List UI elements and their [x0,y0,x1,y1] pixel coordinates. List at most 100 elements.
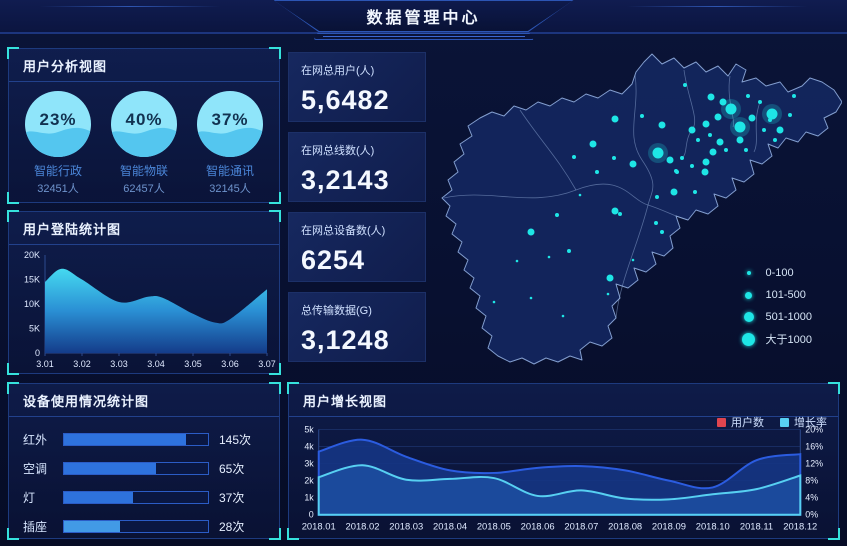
device-bar-value: 65次 [219,462,245,476]
map-data-dot [773,138,777,142]
map-data-dot [792,94,796,98]
stat-card-2: 在网总设备数(人) 6254 [288,212,426,282]
map-data-dot [693,190,697,194]
device-bar-list: 红外145次空调65次灯37次插座28次窗帘24次 [9,417,279,546]
growth-xtick: 2018.04 [433,521,467,532]
map-data-dot [707,93,715,101]
map-data-dot [709,148,717,156]
device-bar-row: 插座 28次 [23,518,263,535]
map-data-dot [658,121,666,129]
map-legend: 0-100 101-500 501-1000 大于1000 [740,262,813,350]
growth-xtick: 2018.07 [564,521,598,532]
gauge-1: 40% 智能物联 62457人 [103,88,185,196]
map-data-dot [589,140,597,148]
map-data-dot [595,170,599,174]
device-bar-label: 灯 [23,491,36,505]
gauge-2: 37% 智能通讯 32145人 [189,88,271,196]
growth-legend-item[interactable]: 增长率 [780,414,827,430]
growth-ytick-left: 2k [304,476,314,486]
map-legend-item: 0-100 [740,262,813,284]
header-bar: 数据管理中心 [0,0,847,34]
map-data-dot [776,126,784,134]
gauge-0: 23% 智能行政 32451人 [17,88,99,196]
map-data-dot [701,168,709,176]
map-data-dot [640,114,644,118]
stat-card-label: 在网总设备数(人) [301,225,386,237]
growth-ytick-right: 8% [805,476,818,486]
map-data-dot [719,98,727,106]
gauge-percent: 40% [125,110,163,129]
login-area-series [45,268,267,353]
map-data-dot [688,126,696,134]
device-bar-label: 插座 [23,520,48,534]
map-data-dot [788,113,792,117]
map-data-dot [629,160,637,168]
gauge-circle-icon: 40% [110,90,178,158]
page-title: 数据管理中心 [366,10,481,27]
device-bar-row: 空调 65次 [23,460,263,477]
device-bar-track [63,462,209,475]
login-xtick: 3.07 [258,359,276,369]
map-data-dot [527,228,535,236]
map-legend-item: 大于1000 [740,328,813,350]
growth-ytick-right: 4% [805,493,818,503]
growth-legend: 用户数 增长率 [717,414,827,430]
map-data-dot [680,156,684,160]
growth-rate-series [317,464,802,516]
growth-ytick-left: 3k [304,459,314,469]
device-bar-fill [64,434,187,445]
map-data-dot [683,83,687,87]
map-data-dot [702,158,710,166]
stat-card-label: 总传输数据(G) [301,305,372,317]
map-data-dot [670,188,678,196]
map-canvas [441,53,843,365]
map-data-dot [547,255,551,259]
map-data-dot [612,156,616,160]
growth-xtick: 2018.09 [652,521,686,532]
region-map: 0-100 101-500 501-1000 大于1000 [430,40,843,378]
map-data-dot [655,195,659,199]
map-data-dot [606,292,610,296]
map-data-dot [674,169,678,173]
gauge-circle-icon: 23% [24,90,92,158]
growth-legend-item[interactable]: 用户数 [717,414,764,430]
map-data-dot [492,300,496,304]
map-legend-dot-cell [740,332,758,346]
device-bar-value: 37次 [219,491,245,505]
growth-ytick-left: 4k [304,441,314,451]
map-data-dot [611,207,619,215]
map-legend-label: 大于1000 [765,334,812,346]
map-data-dot [748,114,756,122]
panel-title-device-usage: 设备使用情况统计图 [9,384,279,417]
growth-xtick: 2018.02 [345,521,379,532]
growth-legend-name: 用户数 [731,417,764,429]
device-bar-fill [64,463,157,474]
growth-ytick-left: 5k [304,424,314,434]
map-data-dot [654,221,658,225]
growth-legend-swatch-icon [717,417,726,427]
stat-card-value: 3,2143 [301,165,390,195]
map-legend-dot-cell [740,271,758,275]
map-data-dot [515,259,519,263]
map-data-dot [567,249,571,253]
gauge-percent: 23% [39,110,77,129]
stat-card-3: 总传输数据(G) 3,1248 [288,292,426,362]
login-ytick: 0 [35,348,40,358]
map-data-dot [611,115,619,123]
device-bar-label: 红外 [23,433,48,447]
login-ytick: 20K [24,250,40,260]
device-bar-label: 空调 [23,462,48,476]
growth-xtick: 2018.01 [302,521,336,532]
login-xtick: 3.01 [36,359,54,369]
map-data-dot [561,314,565,318]
growth-xtick: 2018.05 [477,521,511,532]
login-area-chart: 0 5K 10K 15K 20K 3.01 3.02 3.03 3.04 3.05 3.06 3.07 [24,250,276,369]
map-data-dot [736,136,744,144]
stat-card-value: 3,1248 [301,325,390,355]
map-data-dot [578,193,582,197]
growth-area-chart: 0 0% 1k 4% 2k 8% 3k 12% 4k 16% 5k 20% 2018.01 2018.02… [302,424,823,532]
device-bar-track [63,433,209,446]
device-bar-value: 28次 [219,520,245,534]
map-data-dot [631,258,635,262]
stat-card-label: 在网总用户(人) [301,65,375,77]
